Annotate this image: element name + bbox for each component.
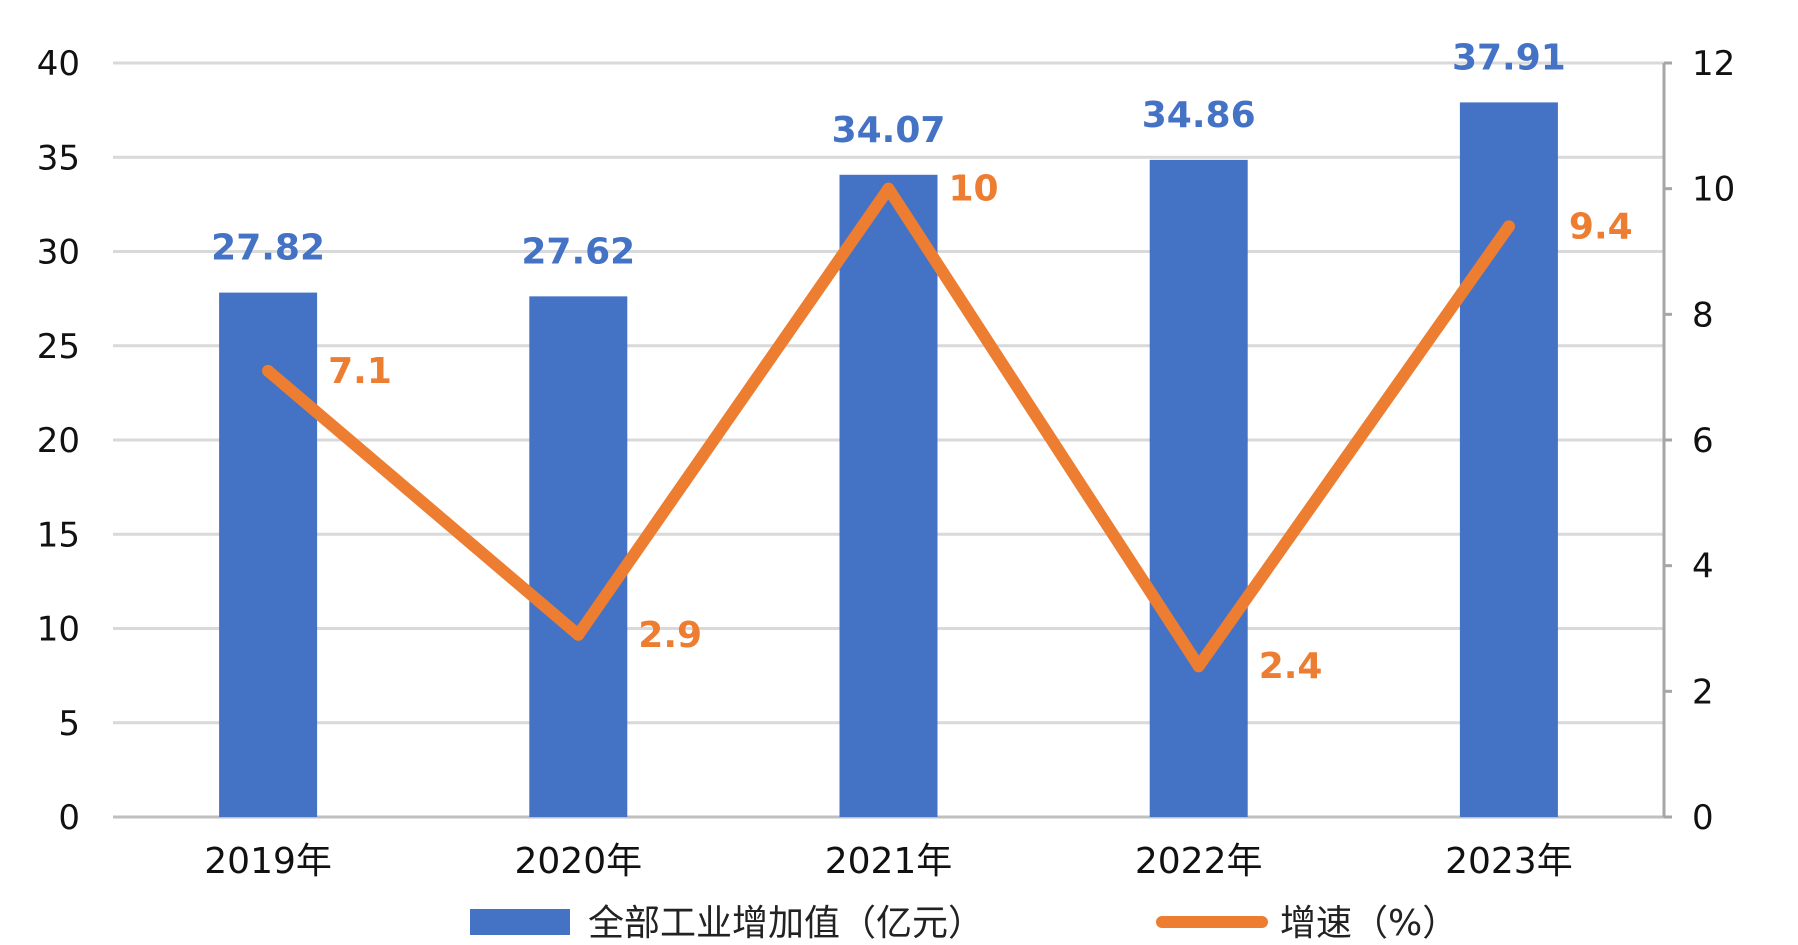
y2-tick-label: 12 — [1692, 44, 1735, 84]
y-tick-label: 25 — [37, 327, 80, 367]
x-tick-label: 2021年 — [825, 841, 953, 882]
bar-value-label: 34.86 — [1142, 95, 1256, 136]
y-tick-label: 0 — [58, 798, 80, 838]
x-tick-label: 2023年 — [1445, 841, 1573, 882]
bar-value-label: 27.62 — [521, 231, 635, 272]
line-point — [882, 182, 895, 195]
y-tick-label: 35 — [37, 138, 80, 178]
legend: 全部工业增加值（亿元） 增速（%） — [470, 903, 1458, 944]
legend-bar-label: 全部工业增加值（亿元） — [588, 903, 984, 944]
legend-line-label: 增速（%） — [1280, 903, 1458, 944]
y-tick-label: 5 — [58, 704, 80, 744]
bar — [529, 296, 628, 817]
y-tick-label: 30 — [37, 233, 80, 273]
line-value-label: 2.9 — [638, 615, 702, 656]
line-point — [1192, 660, 1205, 673]
x-tick-label: 2020年 — [514, 841, 642, 882]
bar-series — [219, 102, 1558, 818]
line-value-label: 2.4 — [1259, 646, 1323, 687]
y2-tick-label: 6 — [1692, 421, 1714, 461]
bar-value-label: 27.82 — [211, 228, 325, 269]
bar — [219, 292, 318, 817]
bar — [1149, 159, 1248, 817]
legend-bar-swatch — [470, 909, 570, 935]
bar — [839, 174, 938, 817]
y2-tick-label: 4 — [1692, 547, 1714, 587]
bar-value-label: 34.07 — [832, 110, 946, 151]
y-tick-label: 15 — [37, 515, 80, 555]
line-value-label: 7.1 — [328, 351, 392, 392]
y2-tick-label: 8 — [1692, 295, 1714, 335]
y-tick-label: 40 — [37, 44, 80, 84]
bar-value-label: 37.91 — [1452, 37, 1566, 78]
x-tick-label: 2019年 — [204, 841, 332, 882]
y-tick-label: 20 — [37, 421, 80, 461]
line-point — [1502, 220, 1515, 233]
bar — [1459, 102, 1558, 818]
line-series — [262, 182, 1515, 673]
line-value-label: 9.4 — [1569, 206, 1633, 247]
axes: 0 5 10 15 20 25 30 35 40 0 2 4 6 8 10 12 2019年 2020年 2021年… — [37, 44, 1736, 882]
y-tick-label: 10 — [37, 610, 80, 650]
x-tick-label: 2022年 — [1135, 841, 1263, 882]
line-point — [572, 628, 585, 641]
line-value-label: 10 — [949, 169, 999, 210]
line-point — [262, 364, 275, 377]
y2-tick-label: 0 — [1692, 798, 1714, 838]
y2-tick-label: 10 — [1692, 170, 1735, 210]
y2-tick-label: 2 — [1692, 672, 1714, 712]
data-labels: 27.82 27.62 34.07 34.86 37.91 7.1 2.9 10 2.4 9.4 — [211, 37, 1633, 687]
